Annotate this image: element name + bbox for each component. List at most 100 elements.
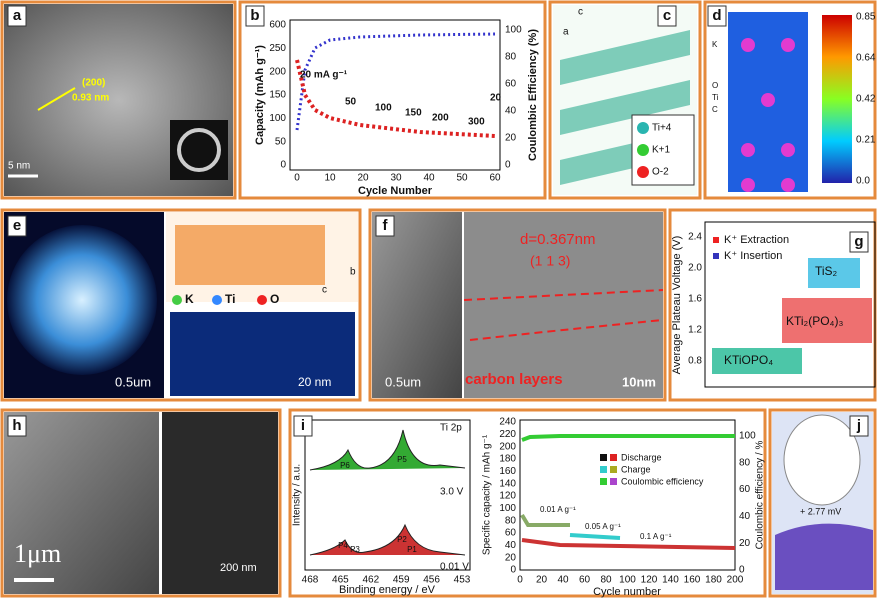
axis-title: Average Plateau Voltage (V): [671, 236, 683, 375]
tick-label: 30: [390, 173, 402, 184]
legend-label: K⁺ Insertion: [724, 250, 782, 262]
panel-label-box: [657, 5, 677, 27]
annotation: + 2.77 mV: [800, 506, 841, 516]
tick-label: 600: [269, 20, 286, 31]
tick-label: 40: [423, 173, 435, 184]
panel-label-box: [707, 5, 727, 27]
tick-label: 0.21: [856, 135, 876, 146]
tick-label: 60: [579, 575, 591, 586]
panel-label-box: [293, 415, 313, 437]
tick-label: 80: [505, 515, 517, 526]
tick-label: 453: [454, 575, 471, 586]
scale-bar-label: 0.5um: [115, 374, 151, 389]
scale-bar-label: 200 nm: [220, 562, 257, 574]
sem-image: [372, 212, 462, 398]
capacity-trace: [569, 533, 621, 540]
panel-label: h: [12, 417, 21, 434]
axis-title: Binding energy / eV: [339, 584, 436, 596]
rate-label: 300: [468, 117, 485, 128]
axis-title: Capacity (mAh g⁻¹): [254, 45, 266, 145]
legend-swatch: [637, 166, 649, 178]
tick-label: 20: [536, 575, 548, 586]
tick-label: 50: [456, 173, 468, 184]
legend-label: Charge: [621, 464, 651, 474]
axis-title: Coulombic efficiency / %: [755, 441, 766, 550]
tick-label: 180: [499, 454, 516, 465]
tick-label: 100: [269, 113, 286, 124]
tick-label: 60: [489, 173, 501, 184]
tick-label: 160: [684, 575, 701, 586]
peak-label: P1: [407, 545, 417, 554]
panel-frame: [0, 208, 362, 402]
panel-label: b: [250, 7, 259, 24]
compound-label: TiS₂: [815, 264, 838, 278]
peak-label: P3: [350, 545, 360, 554]
legend-swatch: [637, 122, 649, 134]
axis-title: Intensity / a.u.: [292, 464, 303, 526]
tick-label: 0.8: [688, 356, 702, 367]
legend-swatch: [713, 253, 719, 259]
capacity-trace: [520, 513, 570, 527]
annotation: 0.93 nm: [72, 93, 109, 104]
flower-particle: [7, 225, 157, 375]
atom-label: C: [712, 105, 718, 114]
colorbar: [822, 15, 852, 183]
legend-label: K⁺ Extraction: [724, 234, 789, 246]
scale-bar-label: 5 nm: [8, 161, 30, 172]
axis-label: c: [578, 7, 583, 18]
scale-bar-label: 0.5um: [385, 374, 421, 389]
tick-label: 0.85: [856, 12, 876, 23]
panel-label: e: [13, 217, 21, 234]
tick-label: 200: [727, 575, 744, 586]
panel-label: f: [383, 217, 389, 234]
tick-label: 60: [505, 528, 517, 539]
tem-image: [162, 412, 278, 594]
panel-label: c: [663, 7, 671, 24]
rate-label: 100: [375, 103, 392, 114]
panel-label-box: [7, 5, 27, 27]
tick-label: 140: [499, 478, 516, 489]
tick-label: 459: [393, 575, 410, 586]
tick-label: 120: [499, 491, 516, 502]
region: [712, 348, 802, 374]
tick-label: 0: [505, 160, 511, 171]
tick-label: 468: [302, 575, 319, 586]
tick-label: 20: [357, 173, 369, 184]
rate-label: 0.01 A g⁻¹: [540, 505, 576, 514]
tick-label: 1.6: [688, 294, 702, 305]
panel-frame: [0, 0, 237, 200]
panel-label: g: [854, 233, 863, 250]
tick-label: 2.4: [688, 232, 702, 243]
voltage-label: 0.01 V: [440, 562, 469, 573]
tick-label: 0.0: [856, 176, 870, 187]
tick-label: 200: [499, 441, 516, 452]
tick-label: 80: [739, 457, 751, 468]
axis-label: c: [322, 285, 327, 296]
capacity-trace: [295, 59, 496, 138]
annotation: carbon layers: [465, 371, 563, 388]
tick-label: 100: [505, 25, 522, 36]
tick-label: 0.64: [856, 53, 876, 64]
tem-image: [170, 312, 355, 396]
tick-label: 220: [499, 429, 516, 440]
legend-label: K+1: [652, 145, 671, 156]
tick-label: 60: [505, 79, 517, 90]
rate-label: 20: [490, 93, 502, 104]
tick-label: 456: [423, 575, 440, 586]
peak-label: P6: [340, 461, 350, 470]
axis-title: Specific capacity / mAh g⁻¹: [482, 434, 493, 555]
scale-bar-label: 1μm: [14, 539, 61, 568]
plot-axes: [289, 19, 501, 171]
legend-label: O: [270, 292, 279, 306]
spectrum-3v: [309, 429, 466, 471]
annotation-line: [37, 87, 76, 111]
plot-axes: [519, 419, 736, 571]
annotation: d=0.367nm: [520, 231, 595, 248]
layer-boundary: [463, 289, 664, 341]
tick-label: 1.2: [688, 325, 702, 336]
panel-label-box: [245, 5, 265, 27]
annotation: (200): [82, 78, 105, 89]
tick-label: 50: [275, 136, 287, 147]
rate-label: 0.05 A g⁻¹: [585, 522, 621, 531]
